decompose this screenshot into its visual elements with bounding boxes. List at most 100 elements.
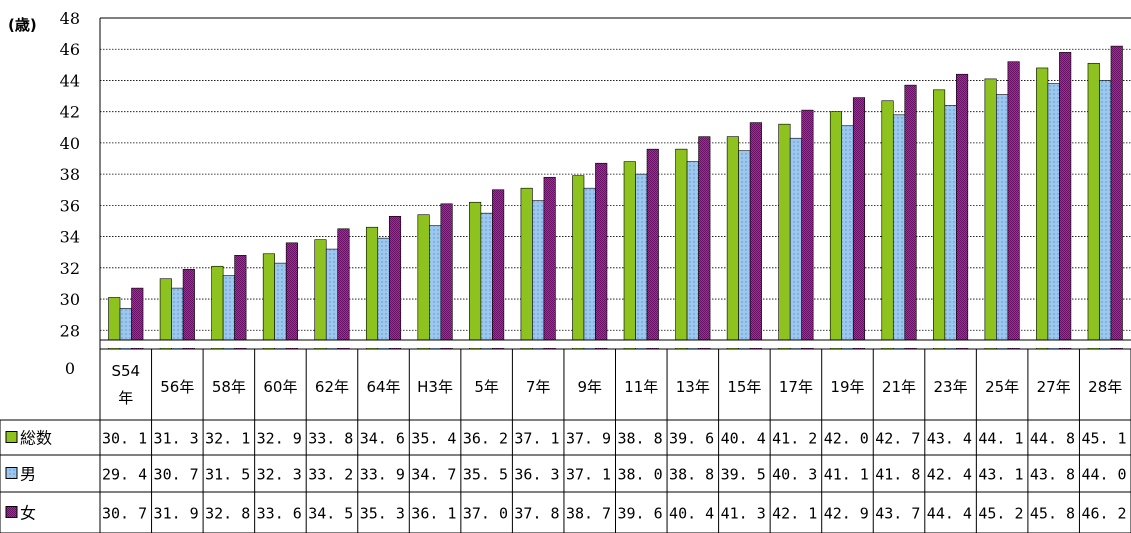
bar-総数-3 bbox=[262, 253, 275, 350]
y-tick-label: 44 bbox=[60, 71, 80, 90]
bar-総数-10 bbox=[623, 161, 636, 350]
data-table: S54 年 56年 58年 60年 62年 64年 H3年 5年 7年 9年 11年 13年 15年 17年… bbox=[0, 348, 1131, 533]
table-cell-value: 30. 7 bbox=[154, 466, 199, 484]
category-label: 7年 bbox=[526, 378, 551, 396]
bar-女-17 bbox=[1007, 61, 1020, 350]
bar-男-3 bbox=[274, 262, 287, 350]
table-cell-value: 41. 3 bbox=[721, 505, 766, 523]
category-label: 9年 bbox=[577, 378, 602, 396]
table-cell-value: 36. 3 bbox=[514, 466, 559, 484]
bar-女-5 bbox=[388, 215, 402, 350]
table-cell-value: 41. 2 bbox=[772, 430, 817, 448]
bar-総数-1 bbox=[159, 278, 172, 350]
bar-女-9 bbox=[595, 162, 608, 350]
table-cell-value: 42. 9 bbox=[824, 505, 869, 523]
table-cell-value: 40. 4 bbox=[669, 505, 714, 523]
bar-女-16 bbox=[956, 73, 969, 350]
table-cell-value: 40. 3 bbox=[772, 466, 817, 484]
bar-総数-14 bbox=[829, 111, 843, 350]
category-label: 27年 bbox=[1037, 378, 1071, 396]
table-cell-value: 42. 1 bbox=[772, 505, 817, 523]
table-cell-value: 44. 8 bbox=[1030, 430, 1075, 448]
bar-総数-9 bbox=[572, 175, 585, 350]
bar-女-14 bbox=[852, 97, 866, 350]
table-cell-value: 40. 4 bbox=[721, 430, 766, 448]
category-label: 11年 bbox=[624, 378, 658, 396]
category-label: 58年 bbox=[212, 378, 246, 396]
y-axis-unit-label: (歳) bbox=[8, 16, 37, 34]
bar-総数-19 bbox=[1087, 62, 1100, 350]
table-cell-value: 31. 5 bbox=[205, 466, 250, 484]
y-tick-label: 30 bbox=[60, 290, 80, 309]
category-label: 19年 bbox=[830, 378, 864, 396]
y-tick-label: 34 bbox=[60, 228, 80, 247]
legend-label: 総数 bbox=[20, 429, 52, 448]
table-cell-value: 32. 8 bbox=[205, 505, 250, 523]
bar-男-7 bbox=[480, 212, 493, 350]
table-cell-value: 43. 1 bbox=[978, 466, 1023, 484]
bar-総数-12 bbox=[726, 136, 739, 350]
y-tick-label: 32 bbox=[60, 259, 80, 278]
y-tick-label: 28 bbox=[60, 321, 80, 340]
table-cell-value: 36. 2 bbox=[463, 430, 508, 448]
bar-女-8 bbox=[543, 176, 556, 350]
bar-男-15 bbox=[892, 114, 906, 350]
gridlines bbox=[100, 48, 1131, 331]
table-cell-value: 39. 6 bbox=[618, 505, 663, 523]
table-cell-value: 35. 4 bbox=[411, 430, 456, 448]
table-cell-value: 38. 8 bbox=[618, 430, 663, 448]
bar-女-2 bbox=[234, 255, 247, 350]
y-tick-label: 36 bbox=[60, 196, 80, 215]
table-cell-value: 42. 4 bbox=[927, 466, 972, 484]
bar-女-1 bbox=[182, 269, 195, 350]
bar-総数-4 bbox=[314, 239, 327, 350]
y-tick-label: 38 bbox=[60, 165, 80, 184]
table-cell-value: 41. 8 bbox=[875, 466, 920, 484]
bar-女-7 bbox=[492, 189, 505, 350]
category-label: 21年 bbox=[882, 378, 916, 396]
table-cell-value: 45. 1 bbox=[1081, 430, 1126, 448]
table-cell-value: 43. 7 bbox=[875, 505, 920, 523]
bar-総数-17 bbox=[984, 78, 997, 350]
bar-総数-18 bbox=[1036, 67, 1049, 350]
table-cell-value: 33. 2 bbox=[308, 466, 353, 484]
category-label: S54 bbox=[111, 362, 140, 380]
category-label: 15年 bbox=[727, 378, 761, 396]
table-cell-value: 45. 2 bbox=[978, 505, 1023, 523]
bar-女-18 bbox=[1059, 52, 1072, 350]
table-cell-value: 38. 0 bbox=[618, 466, 663, 484]
table-cell-value: 37. 1 bbox=[514, 430, 559, 448]
bar-総数-16 bbox=[933, 89, 946, 350]
bar-男-11 bbox=[686, 161, 699, 350]
table-cell-value: 29. 4 bbox=[102, 466, 147, 484]
table-cell-value: 30. 1 bbox=[102, 430, 147, 448]
table-cell-value: 42. 7 bbox=[875, 430, 920, 448]
bar-男-18 bbox=[1047, 83, 1060, 350]
table-cell-value: 44. 0 bbox=[1081, 466, 1126, 484]
table-cell-value: 34. 7 bbox=[411, 466, 456, 484]
table-cell-value: 32. 3 bbox=[257, 466, 302, 484]
bar-男-2 bbox=[222, 275, 235, 350]
table-cell-value: 36. 1 bbox=[411, 505, 456, 523]
bar-男-5 bbox=[377, 237, 390, 350]
legend-label: 男 bbox=[20, 465, 36, 484]
bar-女-4 bbox=[337, 228, 350, 350]
legend-swatch-総数 bbox=[5, 431, 18, 443]
table-cell-value: 37. 9 bbox=[566, 430, 611, 448]
category-label: 60年 bbox=[263, 378, 297, 396]
bar-総数-8 bbox=[520, 187, 533, 350]
y-axis-ticks: 48 46 44 42 40 38 36 34 32 30 28 bbox=[60, 9, 80, 340]
bar-総数-15 bbox=[881, 100, 894, 350]
category-label: 23年 bbox=[934, 378, 968, 396]
table-cell-value: 34. 5 bbox=[308, 505, 353, 523]
bar-男-16 bbox=[944, 105, 957, 350]
bar-女-15 bbox=[904, 84, 917, 350]
category-label: 17年 bbox=[779, 378, 813, 396]
category-label: 25年 bbox=[985, 378, 1019, 396]
bar-男-9 bbox=[583, 187, 596, 350]
bar-総数-11 bbox=[675, 148, 688, 350]
bar-女-19 bbox=[1110, 45, 1123, 350]
table-cell-value: 34. 6 bbox=[360, 430, 405, 448]
table-cell-value: 35. 3 bbox=[360, 505, 405, 523]
